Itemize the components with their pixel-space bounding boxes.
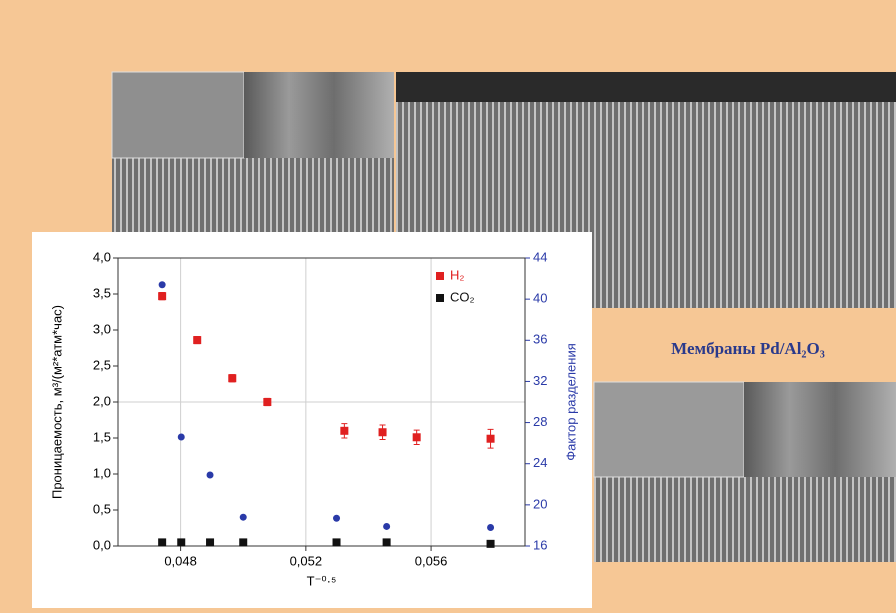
point xyxy=(228,374,236,382)
y-tick-label: 4,0 xyxy=(93,249,111,264)
sem-inset xyxy=(594,382,744,477)
point xyxy=(159,281,166,288)
point xyxy=(333,538,341,546)
point xyxy=(333,515,340,522)
point xyxy=(158,292,166,300)
legend-swatch xyxy=(436,272,444,280)
scene: Мембраны Pd/Al₂O₃ 0,048 0,052 0,056 0,0 0,5 1… xyxy=(0,0,896,608)
sem-inset xyxy=(244,72,394,158)
point xyxy=(263,398,271,406)
point xyxy=(413,433,421,441)
y-tick-label: 3,5 xyxy=(93,285,111,300)
legend-swatch xyxy=(436,294,444,302)
y2-axis-label: Фактор разделения xyxy=(563,343,578,461)
point xyxy=(487,540,495,548)
y-tick-label: 1,5 xyxy=(93,429,111,444)
page: {"caption": "Мембраны Pd/Al₂O₃", "chart_… xyxy=(0,0,896,608)
x-tick-label: 0,048 xyxy=(164,553,197,568)
y2-tick-label: 32 xyxy=(533,373,547,388)
y-tick-label: 1,0 xyxy=(93,465,111,480)
x-axis-label: T⁻⁰·⁵ xyxy=(307,573,337,588)
y-tick-label: 3,0 xyxy=(93,321,111,336)
y2-tick-label: 24 xyxy=(533,455,547,470)
legend-label: H₂ xyxy=(450,267,464,282)
point xyxy=(158,538,166,546)
y-tick-label: 0,5 xyxy=(93,501,111,516)
y2-tick-label: 20 xyxy=(533,496,547,511)
y2-tick-label: 44 xyxy=(533,249,547,264)
y2-tick-label: 28 xyxy=(533,414,547,429)
point xyxy=(487,435,495,443)
x-tick-label: 0,056 xyxy=(415,553,448,568)
y2-tick-label: 36 xyxy=(533,332,547,347)
point xyxy=(240,514,247,521)
point xyxy=(177,538,185,546)
legend-label: CO₂ xyxy=(450,289,475,304)
y-tick-label: 2,0 xyxy=(93,393,111,408)
point xyxy=(340,427,348,435)
sem-top xyxy=(396,72,896,102)
point xyxy=(193,336,201,344)
caption: Мембраны Pd/Al₂O₃ xyxy=(671,339,825,358)
point xyxy=(383,523,390,530)
y-tick-label: 0,0 xyxy=(93,537,111,552)
point xyxy=(379,428,387,436)
y2-tick-label: 16 xyxy=(533,537,547,552)
y-axis-label: Проницаемость, м³/(м²*атм*час) xyxy=(49,305,64,499)
point xyxy=(239,538,247,546)
y-tick-label: 2,5 xyxy=(93,357,111,372)
sem-inset xyxy=(744,382,896,477)
chart-panel xyxy=(32,232,592,608)
point xyxy=(206,538,214,546)
point xyxy=(487,524,494,531)
y2-tick-label: 40 xyxy=(533,291,547,306)
sem-inset xyxy=(112,72,244,158)
point xyxy=(383,538,391,546)
point xyxy=(178,433,185,440)
point xyxy=(207,472,214,479)
x-tick-label: 0,052 xyxy=(290,553,323,568)
